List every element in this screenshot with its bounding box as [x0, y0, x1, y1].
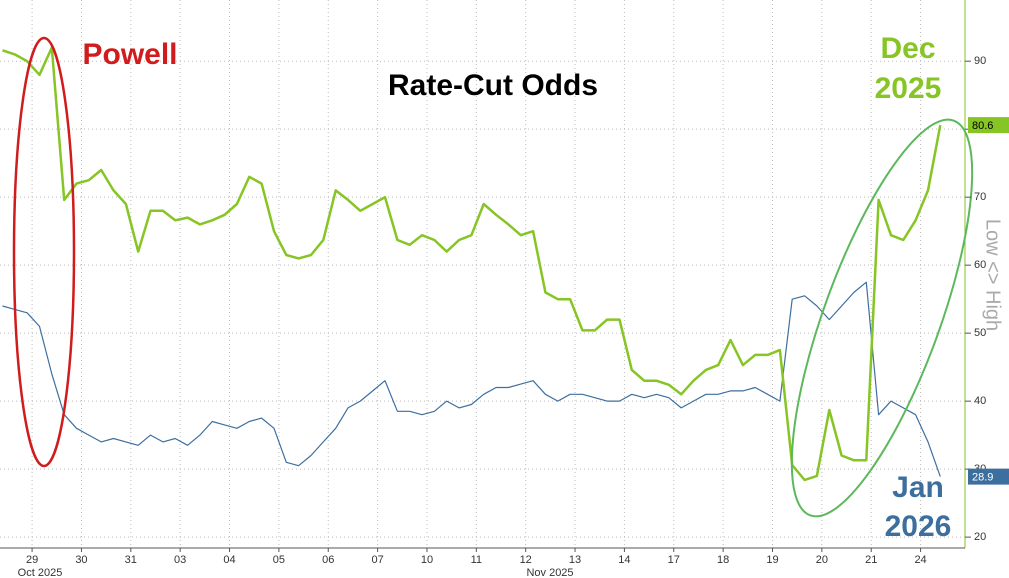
- month-label: Oct 2025: [18, 567, 63, 578]
- x-tick-label: 21: [865, 554, 877, 566]
- x-tick-label: 24: [914, 554, 926, 566]
- x-tick-label: 12: [520, 554, 532, 566]
- right-axis-bg: [965, 0, 1009, 548]
- x-tick-label: 04: [223, 554, 235, 566]
- x-tick-label: 30: [75, 554, 87, 566]
- y-tick-label: 70: [974, 191, 986, 203]
- dec-label: 2025: [875, 72, 942, 105]
- x-tick-label: 11: [471, 554, 482, 566]
- y-tick-label: 90: [974, 55, 986, 67]
- highlight-ellipse: [790, 118, 974, 518]
- last-value-label: 80.6: [972, 120, 993, 132]
- x-tick-label: 13: [569, 554, 581, 566]
- y-axis-label: Low <> High: [982, 219, 1004, 331]
- x-tick-label: 10: [421, 554, 433, 566]
- chart-title: Rate-Cut Odds: [388, 69, 598, 102]
- last-value-box: [968, 468, 1009, 485]
- x-tick-label: 05: [273, 554, 285, 566]
- last-value-label: 28.9: [972, 472, 993, 484]
- powell-ellipse: [12, 36, 76, 468]
- x-tick-label: 07: [371, 554, 383, 566]
- y-tick-label: 60: [974, 259, 986, 271]
- powell-label: Powell: [82, 38, 177, 71]
- x-tick-label: 19: [766, 554, 778, 566]
- x-tick-label: 31: [125, 554, 137, 566]
- x-tick-label: 29: [26, 554, 38, 566]
- x-tick-label: 14: [618, 554, 630, 566]
- y-tick-label: 20: [974, 531, 986, 543]
- plot-area: [0, 0, 965, 548]
- jan-label: Jan: [892, 471, 944, 504]
- x-tick-label: 20: [816, 554, 828, 566]
- x-tick-label: 17: [668, 554, 680, 566]
- y-tick-label: 40: [974, 395, 986, 407]
- x-tick-label: 06: [322, 554, 334, 566]
- last-value-box: [968, 117, 1009, 134]
- jan-label: 2026: [885, 510, 952, 543]
- dec-label: Dec: [880, 32, 935, 65]
- series-line: [2, 281, 941, 477]
- x-tick-label: 18: [717, 554, 729, 566]
- x-tick-label: 03: [174, 554, 186, 566]
- series-line: [2, 46, 942, 482]
- month-label: Nov 2025: [526, 567, 573, 578]
- y-tick-label: 50: [974, 327, 986, 339]
